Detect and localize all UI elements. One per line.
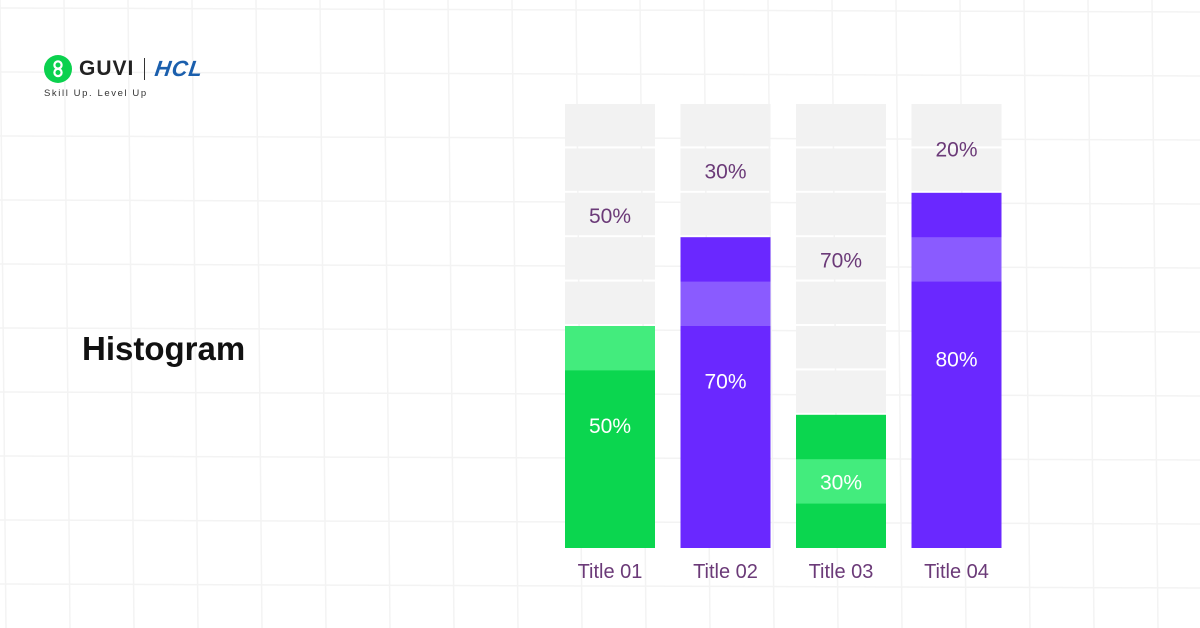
value-data-label: 50% [589,415,631,438]
grid-line-horizontal [0,71,1200,77]
bar-empty-segment [796,326,886,369]
x-tick-label: Title 02 [693,561,758,583]
bar-empty-segment [680,148,771,191]
x-tick-label: Title 03 [809,561,874,583]
x-tick-label: Title 04 [924,561,989,583]
bar-highlight-segment [680,281,771,326]
chart-title: Histogram [82,330,246,367]
bar-highlight-segment [565,326,655,371]
guvi-logo-icon [44,55,72,83]
grid-line-vertical [191,0,199,628]
remainder-data-label: 30% [704,161,746,184]
grid-line-vertical [0,0,7,628]
grid-line-vertical [447,0,455,628]
grid-line-vertical [511,0,519,628]
bar-highlight-segment [796,459,886,504]
bar-empty-segment [796,370,886,413]
remainder-data-label: 20% [935,138,977,161]
grid-line-vertical [63,0,71,628]
bar-empty-segment [565,192,655,236]
bar-empty-segment [796,192,886,236]
bar-empty-segment [796,104,886,147]
guvi-wordmark: GUVI [79,57,135,80]
brand-logo: GUVI HCL Skill Up. Level Up [44,54,205,99]
bar-group: 20% 80% [911,104,1002,549]
grid-line-vertical [383,0,391,628]
grid-line-horizontal [0,7,1200,13]
bar-highlight-segment [911,237,1002,282]
grid-line-vertical [319,0,327,628]
grid-line-horizontal [0,583,1200,589]
x-tick-label: Title 01 [578,561,643,583]
bar-empty-segment [911,104,1002,147]
brand-tagline: Skill Up. Level Up [44,88,148,99]
value-data-label: 80% [935,348,977,371]
bar-empty-segment [680,104,771,147]
bar-empty-segment [796,148,886,191]
bar-empty-segment [565,148,655,191]
value-data-label: 70% [704,371,746,394]
bar-empty-segment [796,237,886,280]
remainder-data-label: 70% [820,249,862,272]
bar-group: 70% 30% [796,104,886,548]
grid-line-vertical [127,0,135,628]
bar-empty-segment [796,281,886,324]
grid-line-vertical [255,0,263,628]
bar-group: 30% 70% [680,104,771,548]
remainder-data-label: 50% [589,205,631,228]
bar-empty-segment [565,281,655,324]
value-data-label: 30% [820,471,862,494]
bar-group: 50% 50% [565,104,655,548]
bar-empty-segment [680,192,771,236]
bar-empty-segment [565,104,655,147]
bar-empty-segment [565,237,655,280]
bar-empty-segment [911,148,1002,191]
brand-divider [144,58,146,80]
